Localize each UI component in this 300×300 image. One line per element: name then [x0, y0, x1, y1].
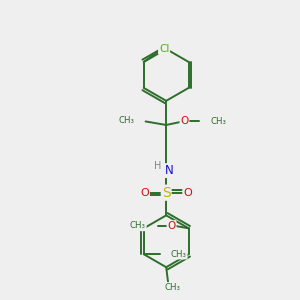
Text: CH₃: CH₃ [165, 283, 181, 292]
Text: S: S [162, 186, 171, 200]
Text: CH₃: CH₃ [130, 221, 146, 230]
Text: H: H [154, 161, 162, 171]
Text: CH₃: CH₃ [210, 117, 226, 126]
Text: O: O [140, 188, 149, 198]
Text: Cl: Cl [159, 44, 169, 54]
Text: CH₃: CH₃ [171, 250, 187, 259]
Text: O: O [180, 116, 189, 126]
Text: O: O [183, 188, 192, 198]
Text: O: O [167, 221, 176, 231]
Text: N: N [165, 164, 173, 177]
Text: CH₃: CH₃ [118, 116, 134, 125]
